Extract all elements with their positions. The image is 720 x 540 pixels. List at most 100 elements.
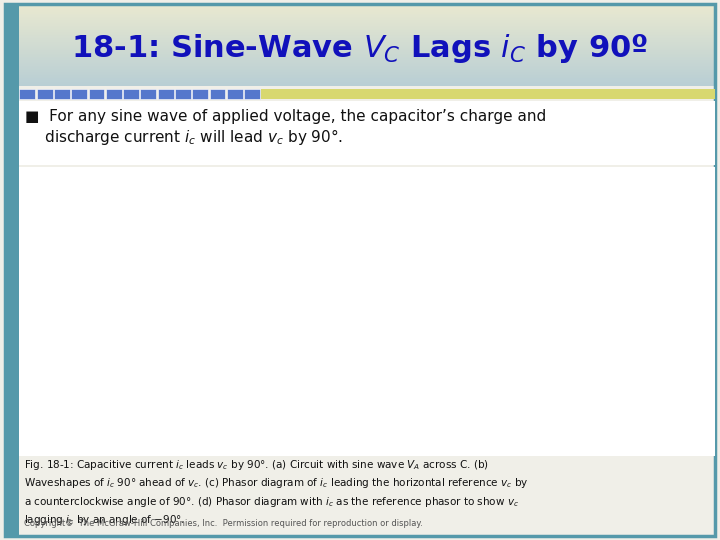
Bar [19, 19, 715, 20]
Bar [19, 16, 715, 17]
Text: Time: Time [459, 307, 486, 316]
Bar [19, 43, 715, 44]
Bar [19, 52, 715, 53]
Text: $i_c$: $i_c$ [90, 215, 99, 229]
Bar [19, 30, 715, 31]
Bar [19, 28, 715, 29]
Text: Amplitude: Amplitude [201, 274, 211, 327]
Bar [19, 72, 715, 73]
Text: $i_c$: $i_c$ [90, 360, 99, 374]
Bar [19, 36, 715, 37]
Bar [19, 64, 715, 65]
Text: $i_c$: $i_c$ [296, 354, 306, 370]
Bar [19, 32, 715, 33]
Text: Copyright©  The McGraw-Hill Companies, Inc.  Permission required for reproductio: Copyright© The McGraw-Hill Companies, In… [24, 519, 423, 528]
Bar [19, 66, 715, 67]
Bar [19, 9, 715, 10]
Bar [19, 55, 715, 56]
Bar [19, 59, 715, 60]
Bar [19, 63, 715, 64]
Bar [19, 85, 715, 86]
Bar [19, 35, 715, 36]
Bar [19, 75, 715, 76]
Bar [53, 186, 168, 414]
Text: C: C [140, 275, 149, 288]
Text: discharge current $i_c$ will lead $v_c$ by 90°.: discharge current $i_c$ will lead $v_c$ … [25, 127, 343, 147]
Bar [19, 20, 715, 21]
Bar [19, 26, 715, 27]
Text: (c): (c) [487, 182, 501, 192]
Bar [19, 60, 715, 61]
Bar [19, 31, 715, 32]
Text: 0: 0 [211, 308, 218, 318]
Bar [19, 65, 715, 66]
Bar [19, 73, 715, 75]
Text: 18-1: Sine-Wave $V_C$ Lags $i_C$ by 90º: 18-1: Sine-Wave $V_C$ Lags $i_C$ by 90º [71, 32, 649, 65]
Bar [19, 83, 715, 84]
Text: (a): (a) [102, 422, 118, 432]
Bar [19, 40, 715, 41]
Text: $v_c$: $v_c$ [240, 197, 254, 210]
Bar [19, 10, 715, 11]
Text: $v_c$: $v_c$ [562, 308, 575, 321]
Text: $i_c$: $i_c$ [503, 200, 513, 217]
Bar [19, 62, 715, 63]
Bar [19, 70, 715, 71]
Bar [19, 21, 715, 22]
Bar [19, 8, 715, 9]
Bar [19, 79, 715, 80]
Bar [19, 61, 715, 62]
Bar [19, 77, 715, 78]
Bar [19, 45, 715, 46]
Bar [19, 46, 715, 47]
Bar [19, 51, 715, 52]
Text: −90°: −90° [614, 287, 639, 298]
Text: (b): (b) [328, 406, 344, 416]
Text: $v_A$: $v_A$ [73, 296, 87, 308]
Bar [19, 12, 715, 13]
Text: $i_c$: $i_c$ [676, 214, 686, 231]
Bar [19, 57, 715, 58]
Text: ■  For any sine wave of applied voltage, the capacitor’s charge and: ■ For any sine wave of applied voltage, … [25, 109, 546, 124]
Bar [19, 48, 715, 49]
Bar [19, 13, 715, 14]
Text: Fig. 18-1: Capacitive current $i_c$ leads $v_c$ by 90°. (a) Circuit with sine wa: Fig. 18-1: Capacitive current $i_c$ lead… [24, 458, 528, 528]
Bar [19, 29, 715, 30]
Bar [19, 44, 715, 45]
Bar [19, 38, 715, 39]
Text: −90°: −90° [512, 289, 537, 299]
Bar [19, 49, 715, 50]
Bar [19, 14, 715, 15]
Bar [19, 58, 715, 59]
Bar [19, 53, 715, 55]
Bar [19, 39, 715, 40]
Bar [19, 50, 715, 51]
Bar [19, 6, 715, 7]
Bar [19, 17, 715, 18]
Text: $v_c$: $v_c$ [176, 277, 190, 291]
Bar [19, 78, 715, 79]
Bar [19, 84, 715, 85]
Bar [19, 47, 715, 48]
Bar [19, 23, 715, 24]
Text: $v_c$: $v_c$ [606, 390, 620, 403]
Bar [19, 37, 715, 38]
Bar [19, 11, 715, 12]
Bar [19, 71, 715, 72]
Bar [19, 80, 715, 81]
Bar [19, 41, 715, 42]
Bar [19, 7, 715, 8]
Text: (d): (d) [586, 176, 602, 186]
Bar [19, 18, 715, 19]
Bar [19, 69, 715, 70]
Bar [19, 25, 715, 26]
Bar [19, 68, 715, 69]
Bar [19, 27, 715, 28]
Bar [19, 24, 715, 25]
Bar [19, 22, 715, 23]
Bar [19, 15, 715, 16]
Bar [19, 33, 715, 35]
Bar [19, 81, 715, 82]
Bar [19, 42, 715, 43]
Bar [19, 82, 715, 83]
